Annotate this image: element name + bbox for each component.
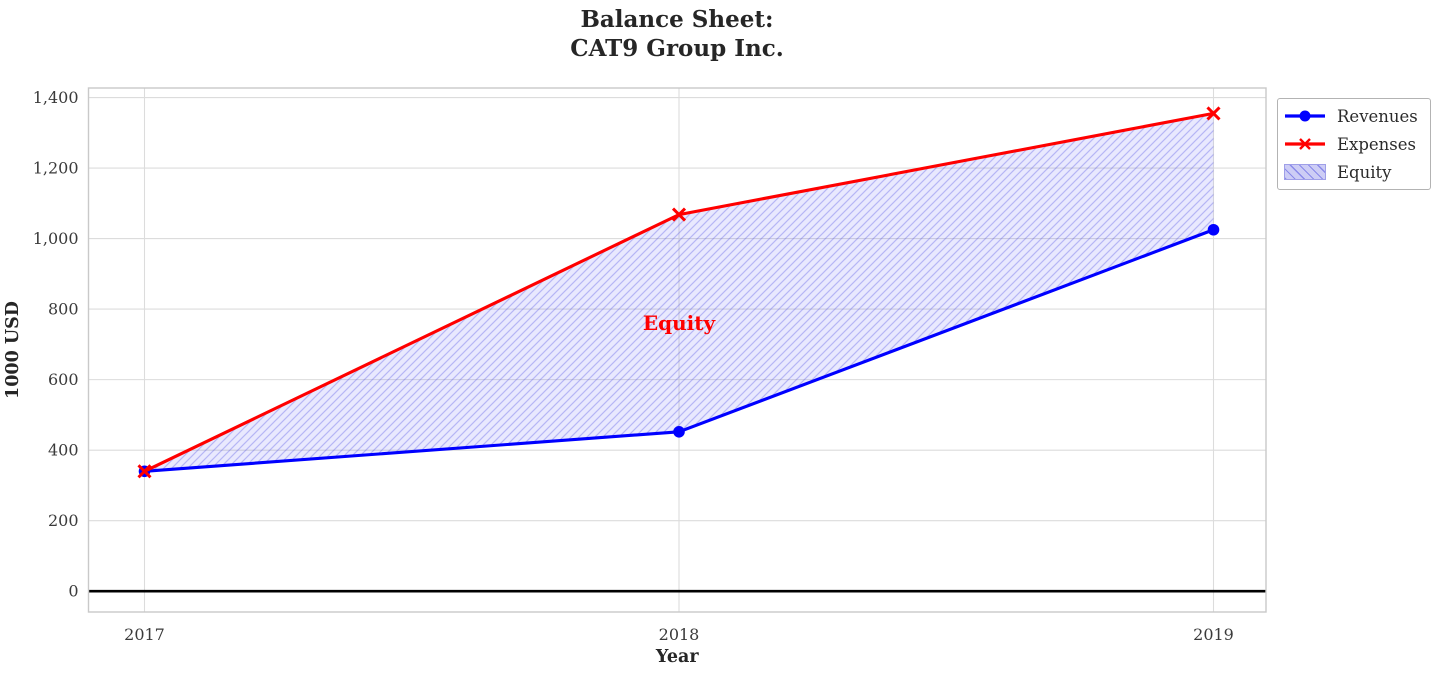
- legend-label-revenues: Revenues: [1337, 106, 1418, 126]
- y-tick-label: 0: [68, 582, 78, 601]
- y-axis-label: 1000 USD: [3, 301, 23, 399]
- expenses-marker: [137, 464, 152, 479]
- y-tick-label: 800: [48, 300, 79, 319]
- plot-frame: [87, 87, 1267, 613]
- revenues-marker: [673, 426, 685, 438]
- revenues-line-icon: [1285, 110, 1325, 122]
- legend-item-expenses: Expenses: [1284, 130, 1418, 158]
- chart-title: Balance Sheet: CAT9 Group Inc.: [570, 5, 783, 63]
- chart-title-line2: CAT9 Group Inc.: [570, 35, 784, 62]
- legend: Revenues Expenses Equity: [1277, 98, 1431, 190]
- y-tick-label: 1,000: [33, 229, 79, 248]
- expenses-marker: [1206, 106, 1221, 121]
- y-tick-label: 600: [48, 370, 79, 389]
- revenues-marker: [1207, 223, 1220, 236]
- expenses-marker: [671, 207, 687, 222]
- x-axis-label: Year: [655, 647, 699, 667]
- legend-label-equity: Equity: [1337, 162, 1392, 182]
- y-tick-label: 200: [48, 511, 79, 530]
- x-tick-label: 2018: [659, 625, 700, 644]
- y-tick-label: 400: [48, 441, 79, 460]
- legend-label-expenses: Expenses: [1337, 134, 1417, 154]
- equity-hatch-icon: [1284, 164, 1326, 180]
- legend-item-equity: Equity: [1284, 158, 1418, 186]
- x-tick-label: 2019: [1193, 625, 1234, 644]
- legend-item-revenues: Revenues: [1284, 102, 1418, 130]
- equity-annotation: Equity: [643, 311, 717, 335]
- x-tick-label: 2017: [124, 625, 165, 644]
- equity-area-hatch: [144, 113, 1214, 472]
- expenses-line-icon: [1285, 138, 1325, 150]
- y-tick-label: 1,400: [33, 88, 79, 107]
- y-tick-label: 1,200: [33, 158, 79, 177]
- chart-title-line1: Balance Sheet:: [580, 6, 774, 33]
